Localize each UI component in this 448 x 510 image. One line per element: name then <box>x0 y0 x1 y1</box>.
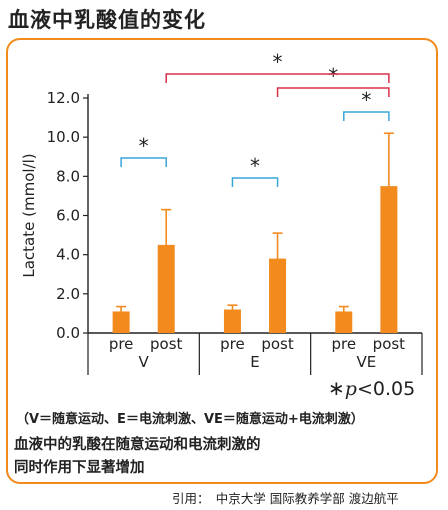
significance-note: ∗p<0.05 <box>328 376 415 400</box>
bar-E-post <box>269 258 287 333</box>
y-tick-label: 6.0 <box>56 207 80 225</box>
y-tick-label: 8.0 <box>56 167 80 185</box>
p-threshold: <0.05 <box>356 378 416 400</box>
group-label-V: V <box>139 353 150 371</box>
conclusion-line-2: 同时作用下显著增加 <box>14 460 145 476</box>
bar-E-pre <box>223 309 241 333</box>
y-tick-label: 4.0 <box>56 246 80 264</box>
x-tick-label-pre: pre <box>220 335 245 353</box>
x-tick-label-post: post <box>373 335 406 353</box>
y-axis-label: Lactate (mmol/l) <box>20 153 38 277</box>
significance-asterisk: * <box>328 64 338 88</box>
chart-title: 血液中乳酸值的变化 <box>8 8 206 32</box>
significance-bracket <box>231 177 279 187</box>
conclusion-line-1: 血液中的乳酸在随意运动和电流刺激的 <box>14 437 261 453</box>
y-tick-label: 12.0 <box>47 89 80 107</box>
significance-asterisk: * <box>250 154 260 178</box>
bar-V-pre <box>112 311 130 333</box>
p-symbol: p <box>344 378 357 400</box>
significance-asterisk: * <box>273 50 283 74</box>
x-tick-label-pre: pre <box>109 335 134 353</box>
bar-VE-post <box>380 186 398 333</box>
x-tick-label-post: post <box>261 335 294 353</box>
y-tick-label: 2.0 <box>56 285 80 303</box>
y-tick-label: 0.0 <box>56 324 80 342</box>
x-tick-label-pre: pre <box>331 335 356 353</box>
significance-star: ∗ <box>328 376 345 400</box>
significance-bracket <box>165 73 390 83</box>
significance-bracket <box>120 157 167 167</box>
bar-VE-pre <box>335 311 353 333</box>
group-label-E: E <box>250 353 259 371</box>
significance-asterisk: * <box>139 134 149 158</box>
lactate-bar-chart: 0.0 2.0 4.0 6.0 8.0 10.0 12.0 Lactate (mmol/l) p… <box>20 50 423 375</box>
x-tick-label-post: post <box>150 335 183 353</box>
bar-V-post <box>157 244 175 333</box>
y-tick-label: 10.0 <box>47 128 80 146</box>
significance-bracket <box>343 111 390 121</box>
citation: 引用： 中京大学 国际教养学部 渡边航平 <box>172 491 399 506</box>
significance-asterisk: * <box>361 88 371 112</box>
group-label-VE: VE <box>356 353 376 371</box>
significance-bracket <box>276 87 390 97</box>
abbreviation-note: （V＝随意运动、E＝电流刺激、VE＝随意运动+电流刺激） <box>16 412 364 427</box>
